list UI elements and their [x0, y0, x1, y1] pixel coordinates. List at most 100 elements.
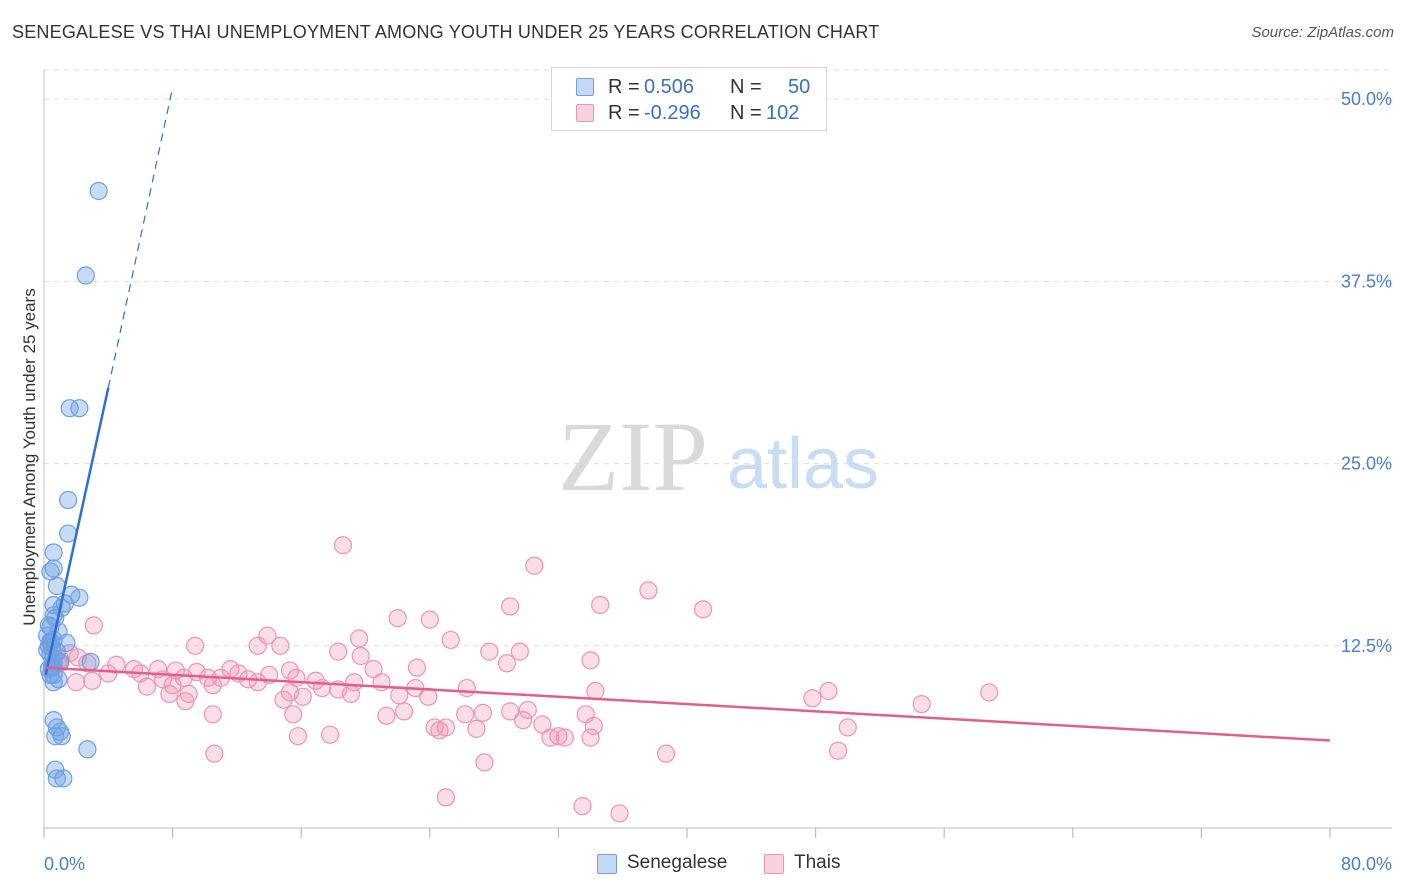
thais-point — [186, 636, 205, 655]
thais-point — [160, 684, 179, 703]
trend-lines — [44, 87, 1331, 742]
thais-point — [581, 651, 600, 670]
legend-label: Thais — [794, 852, 841, 873]
watermark: ZIP atlas — [558, 401, 879, 512]
thais-point — [980, 683, 999, 702]
senegalese-points — [38, 181, 108, 788]
y-tick-label: 50.0% — [1341, 89, 1392, 109]
legend: Senegalese Thais — [0, 852, 1406, 876]
thais-point — [510, 642, 529, 661]
thais-point — [610, 804, 629, 823]
thais-point — [321, 725, 340, 744]
senegalese-point — [59, 490, 78, 510]
thais-point — [349, 629, 369, 648]
thais-point — [838, 718, 857, 737]
axes — [43, 70, 1392, 838]
thais-point — [137, 677, 156, 696]
thais-point — [819, 681, 838, 701]
senegalese-point — [78, 740, 97, 759]
watermark-zip: ZIP — [558, 401, 708, 512]
thais-point — [501, 702, 520, 721]
thais-point — [176, 692, 195, 711]
thais-point — [457, 678, 476, 698]
thais-point — [274, 690, 293, 709]
y-tick-labels: 12.5% 25.0% 37.5% 50.0% — [1341, 89, 1392, 656]
x-tick-label: 0.0% — [44, 854, 85, 874]
thais-point — [306, 671, 325, 690]
thais-point — [341, 684, 361, 703]
thais-point — [912, 694, 931, 714]
stats-row-thais: R = -0.296 N = 102 — [552, 102, 826, 128]
thais-point — [284, 705, 303, 724]
thais-point — [329, 642, 348, 661]
thais-point — [584, 716, 603, 736]
y-tick-label: 25.0% — [1341, 454, 1392, 474]
r-label: R = — [608, 76, 640, 98]
r-value: 0.506 — [644, 76, 695, 98]
thais-point — [67, 673, 86, 692]
gridlines — [44, 69, 1392, 647]
chart-title: SENEGALESE VS THAI UNEMPLOYMENT AMONG YO… — [12, 22, 880, 42]
thais-point — [497, 654, 517, 673]
thais-point — [430, 721, 449, 740]
thais-point — [203, 705, 222, 724]
senegalese-point — [44, 543, 63, 562]
thais-point — [441, 630, 460, 650]
thais-point — [525, 556, 544, 575]
senegalese-trend-extension — [107, 87, 174, 388]
legend-label: Senegalese — [627, 852, 728, 873]
thais-point — [388, 608, 407, 628]
thais-trend-line — [45, 666, 1331, 742]
x-tick-labels: 0.0% 80.0% — [44, 854, 1392, 874]
thais-point — [586, 681, 605, 701]
thais-point — [333, 536, 353, 555]
thais-point — [99, 664, 118, 683]
thais-point — [83, 671, 102, 690]
thais-point — [84, 616, 103, 635]
senegalese-point — [44, 559, 63, 578]
thais-point — [420, 610, 439, 629]
thais-point — [573, 797, 592, 816]
thais-point — [591, 595, 610, 615]
senegalese-point — [49, 670, 68, 689]
thais-point — [203, 676, 222, 695]
thais-legend-swatch — [764, 854, 784, 874]
senegalese-point — [70, 399, 89, 418]
thais-point — [390, 686, 409, 705]
senegalese-point — [44, 673, 63, 692]
senegalese-point — [46, 727, 65, 746]
thais-point — [425, 718, 444, 737]
n-value: 50 — [788, 76, 811, 98]
x-tick-label: 80.0% — [1341, 854, 1392, 874]
senegalese-swatch — [576, 78, 594, 96]
thais-swatch — [576, 104, 594, 122]
senegalese-point — [54, 769, 73, 788]
thais-point — [288, 727, 308, 746]
n-label: N = — [730, 102, 762, 124]
n-value: 102 — [766, 102, 800, 124]
senegalese-point — [47, 769, 66, 788]
senegalese-point — [76, 266, 95, 285]
stats-row-senegalese: R = 0.506 N = 50 — [552, 76, 826, 102]
n-label: N = — [730, 76, 762, 98]
thais-point — [581, 728, 600, 747]
senegalese-point — [60, 399, 79, 418]
senegalese-point — [89, 181, 108, 201]
thais-point — [456, 705, 475, 724]
thais-point — [364, 660, 383, 679]
senegalese-point — [81, 652, 100, 671]
thais-point — [549, 727, 568, 746]
thais-point — [473, 703, 492, 722]
thais-point — [513, 711, 533, 730]
thais-point — [475, 753, 494, 772]
senegalese-trend-line — [44, 387, 110, 676]
watermark-atlas: atlas — [727, 424, 879, 504]
thais-point — [293, 687, 312, 706]
thais-point — [271, 636, 290, 655]
thais-point — [803, 689, 822, 708]
thais-point — [248, 636, 267, 655]
r-value: -0.296 — [644, 102, 701, 124]
senegalese-point — [52, 727, 71, 746]
thais-point — [436, 788, 455, 807]
